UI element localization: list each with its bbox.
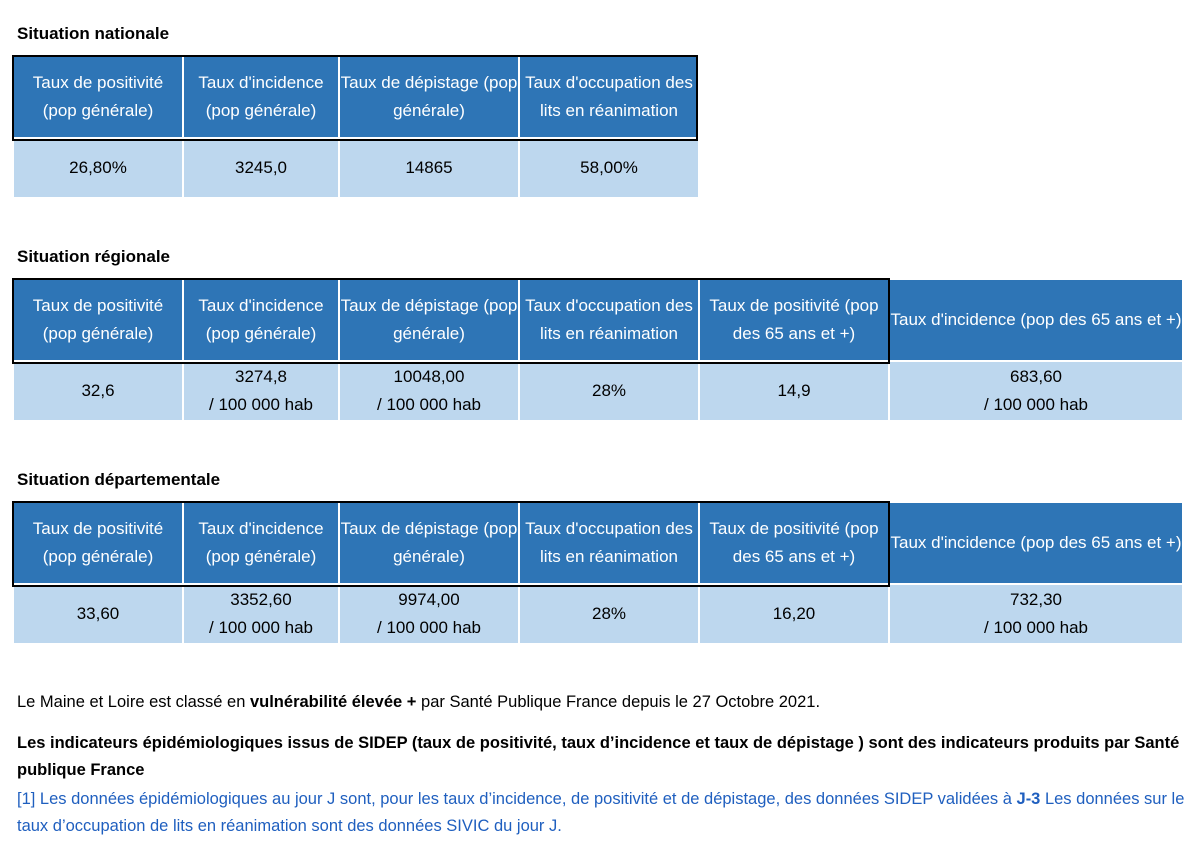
regional-value-1: 3274,8 / 100 000 hab	[182, 360, 340, 422]
departmental-value-4-line-0: 16,20	[772, 604, 816, 623]
national-table: Taux de positivité (pop générale) Taux d'…	[12, 55, 700, 199]
departmental-header-1: Taux d'incidence (pop générale)	[182, 501, 340, 585]
national-header-1: Taux d'incidence (pop générale)	[182, 55, 340, 139]
departmental-value-0-line-0: 33,60	[76, 604, 120, 623]
section-title-regional: Situation régionale	[17, 247, 171, 266]
regional-value-2: 10048,00 / 100 000 hab	[338, 360, 520, 422]
national-header-3: Taux d'occupation des lits en réanimatio…	[518, 55, 700, 139]
indicators-note: Les indicateurs épidémiologiques issus d…	[17, 734, 1180, 779]
departmental-value-1-line-0: 3352,60	[230, 590, 292, 609]
national-header-2: Taux de dépistage (pop générale)	[338, 55, 520, 139]
footnote: [1] Les données épidémiologiques au jour…	[17, 786, 1187, 840]
departmental-value-2-line-0: 9974,00	[398, 590, 460, 609]
regional-value-3-line-0: 28%	[591, 381, 627, 400]
section-title-departmental: Situation départementale	[17, 470, 221, 489]
national-value-2-line-0: 14865	[405, 158, 453, 177]
departmental-value-1-line-1: / 100 000 hab	[209, 618, 313, 637]
vulnerability-level: vulnérabilité élevée +	[249, 693, 417, 711]
departmental-value-5: 732,30 / 100 000 hab	[888, 583, 1184, 645]
vulnerability-note: Le Maine et Loire est classé en vulnérab…	[17, 689, 1187, 716]
national-value-2: 14865	[338, 137, 520, 199]
regional-header-5: Taux d'incidence (pop des 65 ans et +)	[888, 278, 1184, 362]
national-value-3-line-0: 58,00%	[580, 158, 638, 177]
footnote-part2: Les données sur le taux d’occupation de …	[17, 790, 1185, 835]
departmental-header-4: Taux de positivité (pop des 65 ans et +)	[698, 501, 890, 585]
regional-value-2-line-1: / 100 000 hab	[377, 395, 481, 414]
departmental-value-3: 28%	[518, 583, 700, 645]
footnote-part1: [1] Les données épidémiologiques au jour…	[17, 790, 1017, 808]
regional-table: Taux de positivité (pop générale) Taux d'…	[12, 278, 1184, 422]
departmental-value-5-line-0: 732,30	[1010, 590, 1062, 609]
regional-value-2-line-0: 10048,00	[393, 367, 465, 386]
regional-value-4-line-0: 14,9	[777, 381, 811, 400]
regional-value-0: 32,6	[12, 360, 184, 422]
regional-value-5-line-0: 683,60	[1010, 367, 1062, 386]
regional-header-2: Taux de dépistage (pop générale)	[338, 278, 520, 362]
regional-value-5: 683,60 / 100 000 hab	[888, 360, 1184, 422]
departmental-value-0: 33,60	[12, 583, 184, 645]
regional-value-3: 28%	[518, 360, 700, 422]
vulnerability-prefix: Le Maine et Loire est classé en	[17, 693, 250, 711]
vulnerability-suffix: par Santé Publique France depuis le 27 O…	[416, 693, 821, 711]
regional-header-3: Taux d'occupation des lits en réanimatio…	[518, 278, 700, 362]
departmental-table: Taux de positivité (pop générale) Taux d'…	[12, 501, 1184, 645]
regional-header-4: Taux de positivité (pop des 65 ans et +)	[698, 278, 890, 362]
section-title-national: Situation nationale	[17, 24, 170, 43]
departmental-value-3-line-0: 28%	[591, 604, 627, 623]
regional-value-4: 14,9	[698, 360, 890, 422]
national-value-1-line-0: 3245,0	[235, 158, 287, 177]
departmental-header-3: Taux d'occupation des lits en réanimatio…	[518, 501, 700, 585]
departmental-header-5: Taux d'incidence (pop des 65 ans et +)	[888, 501, 1184, 585]
footnote-delay: J-3	[1016, 790, 1041, 808]
departmental-value-2-line-1: / 100 000 hab	[377, 618, 481, 637]
departmental-value-5-line-1: / 100 000 hab	[984, 618, 1088, 637]
regional-value-5-line-1: / 100 000 hab	[984, 395, 1088, 414]
departmental-header-2: Taux de dépistage (pop générale)	[338, 501, 520, 585]
departmental-value-2: 9974,00 / 100 000 hab	[338, 583, 520, 645]
regional-value-1-line-0: 3274,8	[235, 367, 287, 386]
regional-header-1: Taux d'incidence (pop générale)	[182, 278, 340, 362]
regional-header-0: Taux de positivité (pop générale)	[12, 278, 184, 362]
national-header-0: Taux de positivité (pop générale)	[12, 55, 184, 139]
regional-value-1-line-1: / 100 000 hab	[209, 395, 313, 414]
departmental-header-0: Taux de positivité (pop générale)	[12, 501, 184, 585]
departmental-value-1: 3352,60 / 100 000 hab	[182, 583, 340, 645]
national-value-0-line-0: 26,80%	[69, 158, 127, 177]
national-value-0: 26,80%	[12, 137, 184, 199]
departmental-value-4: 16,20	[698, 583, 890, 645]
regional-value-0-line-0: 32,6	[81, 381, 115, 400]
national-value-3: 58,00%	[518, 137, 700, 199]
national-value-1: 3245,0	[182, 137, 340, 199]
